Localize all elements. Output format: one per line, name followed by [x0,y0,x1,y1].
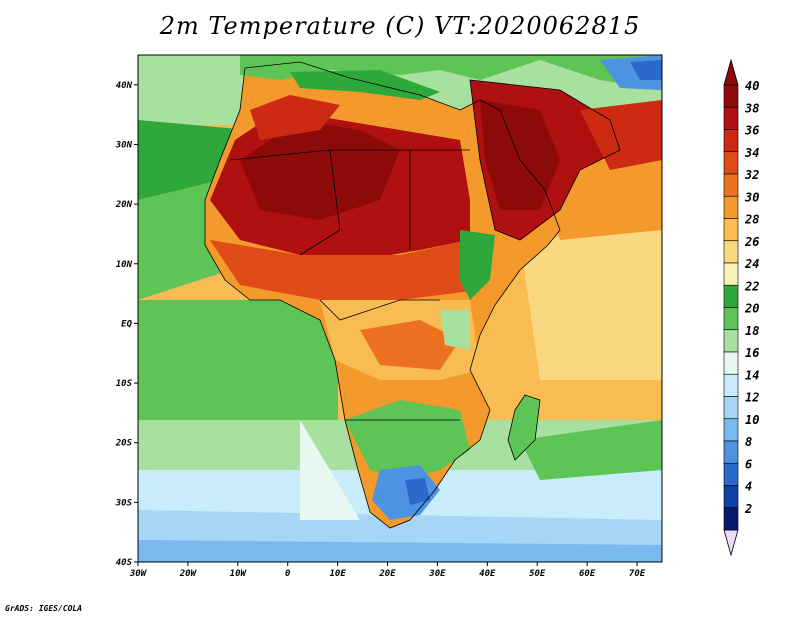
colorbar-swatch [723,440,739,464]
colorbar-label: 10 [745,413,759,427]
map-title: 2m Temperature (C) VT:2020062815 [159,12,641,40]
colorbar-swatch [723,351,739,375]
x-tick-label: 30W [129,569,148,579]
credit-text: GrADS: IGES/COLA [5,604,83,613]
x-tick-label: 20E [378,569,396,579]
colorbar-top-arrow [723,58,739,86]
colorbar-swatch [723,151,739,175]
x-tick-label: 50E [529,569,546,579]
colorbar-label: 36 [744,124,759,138]
colorbar-label: 22 [744,279,759,293]
colorbar-label: 8 [745,435,752,449]
colorbar-label: 2 [744,502,752,516]
x-tick-label: 0 [285,569,291,579]
colorbar-swatch [723,84,739,108]
y-tick-label: 40S [116,558,133,568]
colorbar-label: 20 [744,302,759,316]
colorbar-swatch [723,262,739,286]
colorbar-swatch [723,195,739,219]
colorbar-swatch [723,307,739,331]
colorbar-swatch [723,462,739,486]
colorbar-swatch [723,218,739,242]
colorbar-label: 32 [744,168,759,182]
y-tick-label: EQ [121,319,132,329]
colorbar-label: 30 [744,190,759,204]
colorbar-label: 18 [745,324,759,338]
colorbar-swatch [723,284,739,308]
colorbar-swatch [723,106,739,130]
colorbar-swatch [723,485,739,509]
x-tick-label: 40E [479,569,496,579]
colorbar-label: 26 [744,235,759,249]
colorbar-swatch [723,418,739,442]
colorbar-label: 16 [745,346,759,360]
y-tick-label: 10N [116,260,133,270]
temperature-field [138,55,662,562]
colorbar-swatch [723,396,739,420]
x-axis: 30W 20W 10W 0 10E 20E 30E 40E 50E 60E 70E [129,562,646,579]
colorbar-swatch [723,373,739,397]
colorbar-label: 12 [745,391,759,405]
colorbar-label: 6 [745,457,752,471]
colorbar-label: 38 [744,101,759,115]
y-tick-label: 10S [116,379,133,389]
colorbar-swatch [723,173,739,197]
colorbar-label: 28 [744,213,759,227]
colorbar-swatch [723,129,739,153]
y-axis: 40N 30N 20N 10N EQ 10S 20S 30S 40S [115,81,138,568]
y-tick-label: 30S [115,498,133,508]
plot-frame [137,54,663,563]
colorbar: 40 38 36 34 32 30 28 26 24 22 20 18 16 14 12 10 8 6 4 2 [723,58,759,557]
y-tick-label: 20S [115,439,133,449]
colorbar-label: 14 [745,368,759,382]
colorbar-bottom-arrow [723,529,739,557]
x-tick-label: 10E [329,569,346,579]
x-tick-label: 70E [629,569,646,579]
colorbar-swatch [723,507,739,531]
colorbar-label: 40 [745,79,759,93]
x-tick-label: 20W [179,569,198,579]
x-tick-label: 60E [579,569,596,579]
y-tick-label: 30N [115,140,133,150]
colorbar-swatch [723,240,739,264]
colorbar-swatch [723,329,739,353]
colorbar-label: 34 [744,146,759,160]
x-tick-label: 30E [428,569,446,579]
colorbar-label: 4 [745,480,752,494]
y-tick-label: 40N [116,81,133,91]
y-tick-label: 20N [115,200,133,210]
colorbar-label: 24 [744,257,759,271]
x-tick-label: 10W [230,569,248,579]
